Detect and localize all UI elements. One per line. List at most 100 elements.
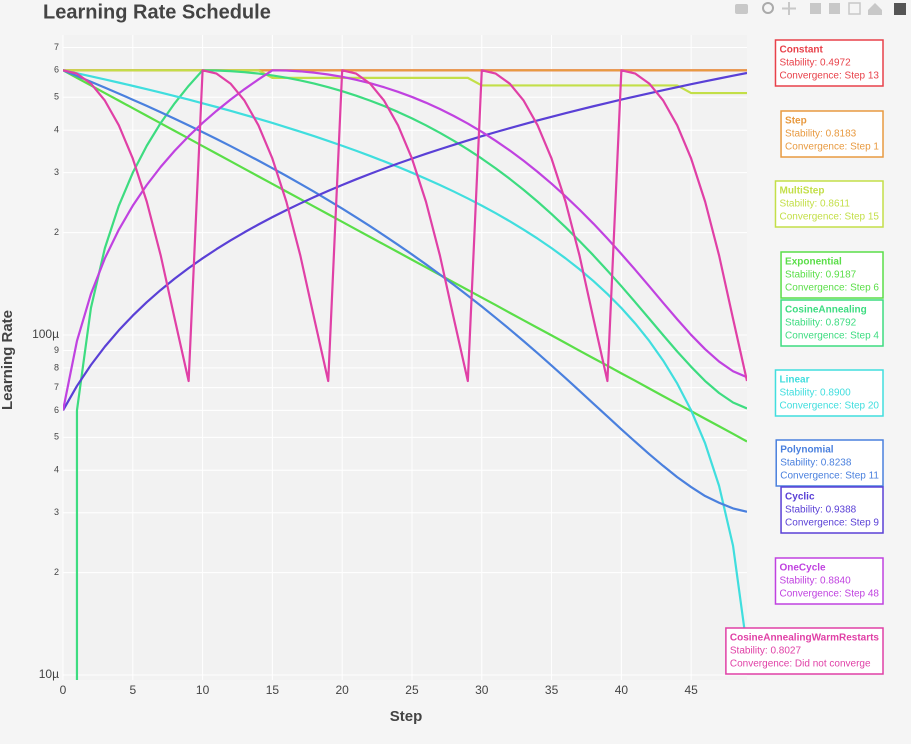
annotation: Step Stability: 0.8183 Convergence: Step 1 [780,110,884,158]
plot-area [63,35,747,680]
annotation-convergence: Convergence: Step 6 [785,283,879,294]
annotation-name: Cyclic [785,492,815,503]
annotation-name: Step [785,116,807,127]
camera-icon[interactable] [735,4,748,14]
x-tick-label: 15 [266,683,280,697]
annotation-box [775,439,884,487]
grid [62,35,747,680]
series-line [63,71,747,411]
annotation-stability: Stability: 0.9187 [785,270,857,281]
y-tick-label: 3 [54,167,59,177]
x-tick-label: 20 [336,683,350,697]
annotation-stability: Stability: 0.8840 [779,576,851,587]
annotation: Exponential Stability: 0.9187 Convergence:… [780,251,884,299]
pan-icon[interactable] [782,2,796,15]
series-line [63,69,747,95]
annotation-name: OneCycle [779,563,826,574]
chart-title: Learning Rate Schedule [43,1,271,23]
modebar [735,2,906,15]
annotation: OneCycle Stability: 0.8840 Convergence: St… [774,557,884,605]
annotation: Constant Stability: 0.4972 Convergence: St… [774,39,884,87]
y-tick-label: 6 [54,405,59,415]
y-tick-label: 3 [54,507,59,517]
y-tick-label: 5 [54,92,59,102]
zoom-in-icon[interactable] [810,3,821,14]
annotation-stability: Stability: 0.8238 [780,458,852,469]
annotation-name: MultiStep [779,186,824,197]
annotation: CosineAnnealing Stability: 0.8792 Converge… [780,299,884,347]
annotation-stability: Stability: 0.8792 [785,318,857,329]
annotation-convergence: Convergence: Step 4 [785,331,879,342]
annotation-stability: Stability: 0.8900 [779,388,851,399]
y-tick-label: 4 [54,125,59,135]
y-tick-label: 5 [54,432,59,442]
x-tick-label: 10 [196,683,210,697]
y-axis-title: Learning Rate [0,310,16,410]
y-tick-label: 9 [54,345,59,355]
annotation-box [774,180,884,228]
x-tick-label: 40 [615,683,629,697]
annotation-name: Constant [779,45,823,56]
x-tick-label: 30 [475,683,489,697]
annotation-convergence: Convergence: Step 48 [779,589,879,600]
series-lines [63,69,747,680]
annotation-box [780,251,884,299]
annotation-name: CosineAnnealing [785,305,867,316]
annotation-convergence: Convergence: Did not converge [730,659,871,670]
zoom-icon[interactable] [762,2,774,14]
x-tick-label: 35 [545,683,559,697]
annotation-box [780,110,884,158]
x-tick-label: 5 [129,683,136,697]
annotation: Linear Stability: 0.8900 Convergence: Step… [774,369,884,417]
annotation-box [725,627,884,675]
reset-icon[interactable] [868,3,882,15]
annotation-name: Polynomial [780,445,834,456]
annotation-convergence: Convergence: Step 15 [779,212,879,223]
annotation: Polynomial Stability: 0.8238 Convergence: … [775,439,884,487]
series-line [63,69,747,649]
annotation-convergence: Convergence: Step 11 [780,471,879,482]
zoom-out-icon[interactable] [829,3,840,14]
annotation-convergence: Convergence: Step 9 [785,518,879,529]
annotation-name: CosineAnnealingWarmRestarts [730,633,880,644]
x-axis-title: Step [390,708,423,725]
annotation-stability: Stability: 0.8183 [785,129,857,140]
y-tick-label: 100µ [32,327,59,341]
annotation-name: Linear [779,375,809,386]
x-tick-label: 25 [405,683,419,697]
series-line [63,69,747,513]
y-tick-label: 7 [54,42,59,52]
y-tick-label: 2 [54,567,59,577]
series-line [75,69,747,680]
annotation-convergence: Convergence: Step 20 [779,401,879,412]
annotation-stability: Stability: 0.8611 [779,199,850,210]
annotation-name: Exponential [785,257,842,268]
y-tick-label: 6 [54,65,59,75]
annotation-box [780,486,884,534]
y-tick-label: 7 [54,382,59,392]
annotation-box [774,39,884,87]
annotation-stability: Stability: 0.8027 [730,646,802,657]
series-line [63,69,747,383]
annotation: MultiStep Stability: 0.8611 Convergence: S… [774,180,884,228]
y-tick-label: 10µ [39,667,59,681]
annotation: CosineAnnealingWarmRestarts Stability: 0.… [725,627,884,675]
series-line [63,69,747,411]
annotation: Cyclic Stability: 0.9388 Convergence: Step… [780,486,884,534]
y-tick-label: 2 [54,227,59,237]
annotation-box [774,557,884,605]
series-line [63,69,747,443]
annotation-convergence: Convergence: Step 1 [785,142,879,153]
autoscale-icon[interactable] [848,2,861,15]
x-tick-label: 0 [60,683,67,697]
plotly-logo[interactable] [894,3,906,15]
annotation-box [780,299,884,347]
y-tick-label: 8 [54,362,59,372]
annotation-stability: Stability: 0.9388 [785,505,857,516]
annotation-stability: Stability: 0.4972 [779,58,851,69]
annotation-box [774,369,884,417]
x-tick-label: 45 [684,683,698,697]
y-tick-label: 4 [54,465,59,475]
